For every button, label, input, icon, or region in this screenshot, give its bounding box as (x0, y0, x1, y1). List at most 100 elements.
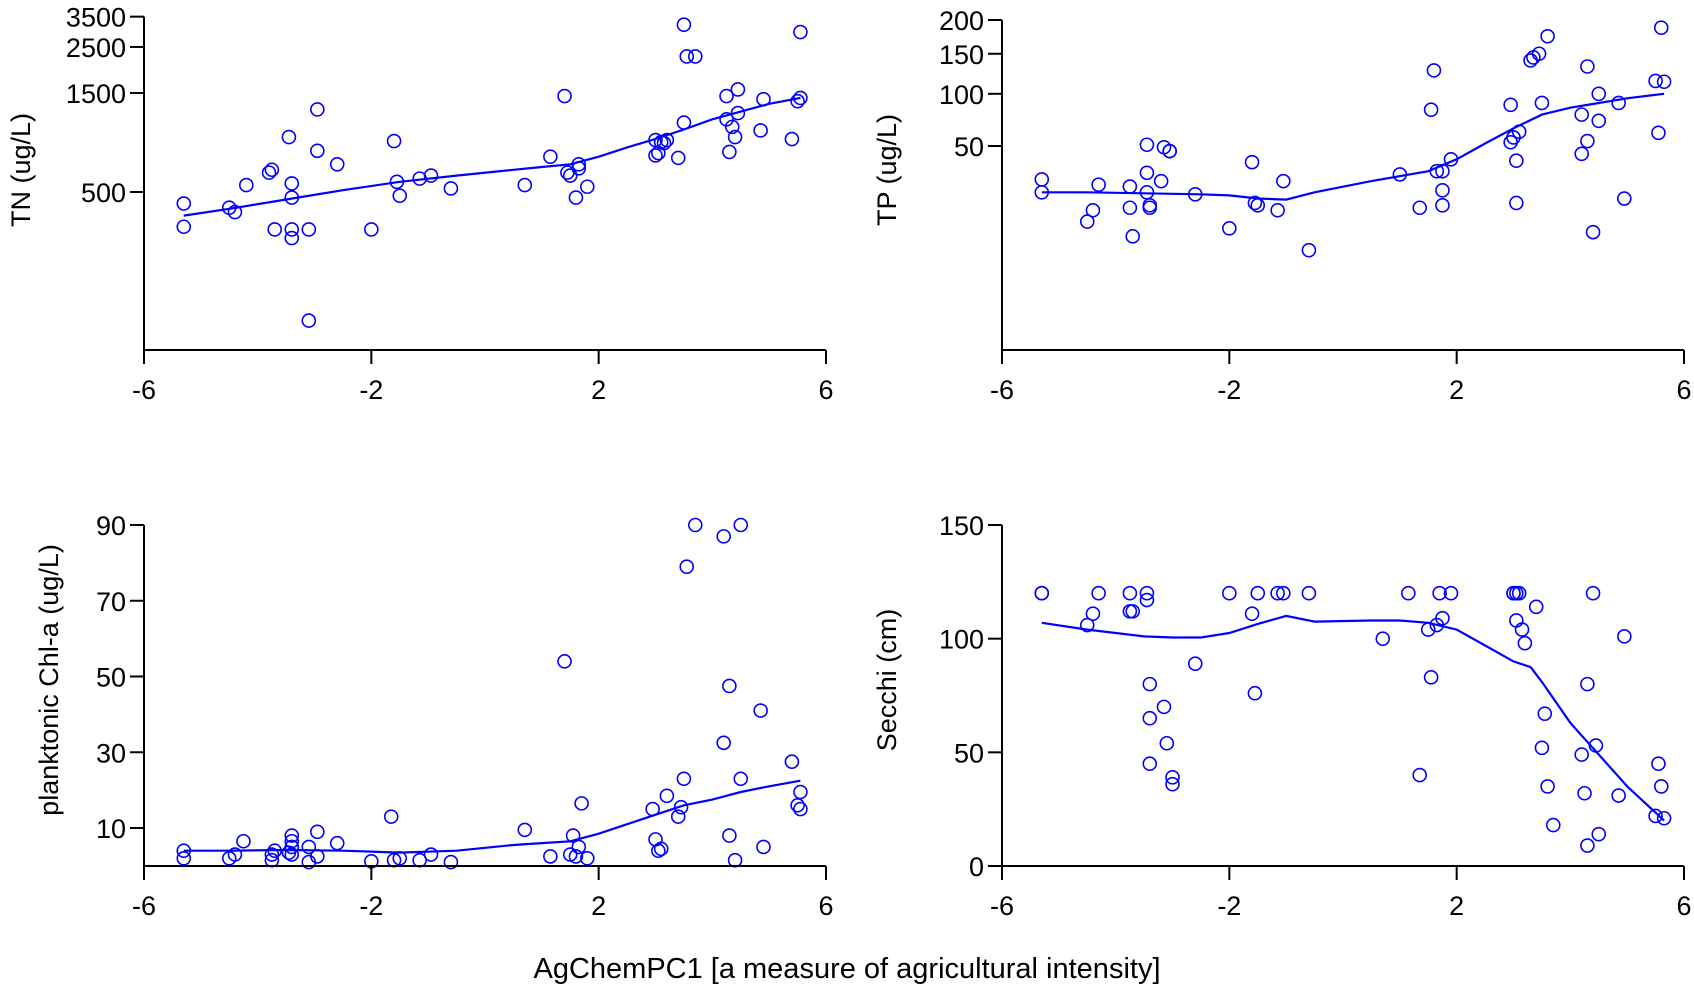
tp-data-point (1139, 137, 1155, 153)
tp-data-point (1426, 63, 1442, 78)
chla-x-tick-label: -6 (132, 891, 156, 921)
tn-data-point (176, 196, 192, 211)
secchi-data-point (1528, 599, 1544, 615)
tp-data-point (1591, 86, 1607, 102)
tn-data-point (310, 143, 325, 159)
secchi-data-point (1509, 585, 1524, 601)
tp-data-point (1034, 172, 1050, 187)
tp-x-tick-label: -6 (990, 375, 1014, 405)
tn-data-point (310, 102, 325, 117)
tn-data-point (267, 222, 283, 237)
secchi-data-point (1122, 585, 1138, 601)
secchi-data-point (1651, 756, 1666, 772)
chla-data-point (784, 754, 800, 770)
chla-axes (143, 525, 826, 867)
tp-data-point (1301, 242, 1317, 258)
chla-y-tick-label: 70 (96, 587, 126, 617)
secchi-data-point (1142, 676, 1158, 692)
chla-x-tick-label: -2 (359, 891, 383, 921)
chla-y-tick-label: 30 (96, 738, 126, 768)
chla-data-point (236, 833, 251, 849)
tp-data-point (1122, 200, 1138, 216)
tn-y-tick-label: 2500 (66, 33, 126, 63)
chla-points (176, 517, 808, 870)
secchi-y-axis-label: Secchi (cm) (872, 609, 902, 752)
tn-axes (143, 16, 826, 351)
chla-data-point (176, 850, 192, 866)
secchi-data-point (1301, 585, 1317, 601)
tn-fit-line (183, 96, 801, 217)
chla-data-point (673, 799, 689, 815)
chla-data-point (227, 847, 243, 862)
secchi-data-point (1139, 585, 1155, 601)
secchi-points (1034, 585, 1672, 853)
secchi-data-point (1139, 592, 1155, 608)
panel-tp: TP (ug/L) -6 -2 2 6 50 100 150 200 (872, 6, 1692, 405)
tn-data-point (392, 188, 408, 203)
shared-x-axis-label: AgChemPC1 [a measure of agricultural int… (533, 953, 1160, 985)
tp-data-point (1085, 202, 1101, 218)
tp-data-point (1250, 198, 1266, 213)
tn-x-tick-label: 6 (818, 375, 833, 405)
tn-y-tick-label: 1500 (66, 79, 126, 109)
chla-data-point (679, 559, 695, 574)
tp-data-point (1079, 214, 1095, 229)
tp-data-point (1153, 173, 1169, 189)
tp-x-tick-label: 6 (1676, 375, 1691, 405)
secchi-data-point (1142, 756, 1158, 772)
secchi-data-point (1034, 585, 1050, 601)
tn-points (176, 17, 808, 328)
chla-data-point (264, 847, 280, 862)
chla-data-point (733, 517, 749, 533)
secchi-data-point (1122, 604, 1138, 619)
tp-data-point (1540, 28, 1555, 44)
tp-data-point (1580, 133, 1595, 149)
tn-y-tick-label: 500 (81, 178, 126, 208)
tp-data-point (1509, 153, 1524, 169)
tp-data-point (1244, 154, 1260, 170)
tn-data-point (676, 17, 692, 33)
tp-y-tick-label: 100 (939, 80, 984, 110)
tp-data-point (1585, 224, 1601, 240)
chla-data-point (676, 771, 692, 787)
tn-data-point (176, 219, 192, 235)
secchi-data-point (1250, 585, 1266, 601)
tn-data-point (679, 49, 695, 64)
tp-data-point (1651, 125, 1666, 141)
tp-data-point (1653, 20, 1669, 35)
tp-data-point (1523, 53, 1538, 68)
tn-data-point (364, 222, 379, 237)
tp-data-point (1531, 46, 1547, 62)
tp-y-tick-label: 50 (954, 132, 984, 162)
chla-data-point (790, 797, 805, 813)
chla-data-point (543, 849, 558, 864)
tp-y-tick-label: 150 (939, 40, 984, 70)
chla-data-point (443, 854, 459, 870)
tp-data-point (1611, 95, 1626, 111)
tn-data-point (579, 179, 595, 195)
chla-data-point (562, 847, 578, 862)
secchi-data-point (1511, 585, 1527, 601)
tn-data-point (227, 204, 243, 220)
secchi-data-point (1574, 747, 1589, 762)
tp-data-point (1591, 113, 1607, 129)
chla-x-tick-label: 2 (591, 891, 606, 921)
secchi-data-point (1423, 670, 1439, 685)
secchi-data-point (1375, 631, 1391, 646)
secchi-data-point (1443, 585, 1459, 601)
tp-data-point (1276, 173, 1291, 189)
secchi-y-tick-label: 100 (939, 625, 984, 655)
tn-data-point (722, 144, 737, 160)
tn-data-point (284, 222, 300, 237)
secchi-x-tick-label: -2 (1217, 891, 1241, 921)
secchi-data-point (1653, 779, 1669, 794)
chla-data-point (517, 822, 533, 838)
tn-data-point (659, 132, 675, 148)
chla-data-point (653, 841, 669, 857)
tp-data-point (1435, 198, 1450, 213)
secchi-data-point (1222, 585, 1237, 601)
tn-data-point (261, 165, 277, 180)
secchi-data-point (1540, 779, 1555, 794)
secchi-data-point (1125, 604, 1141, 619)
secchi-axes (1001, 525, 1684, 867)
